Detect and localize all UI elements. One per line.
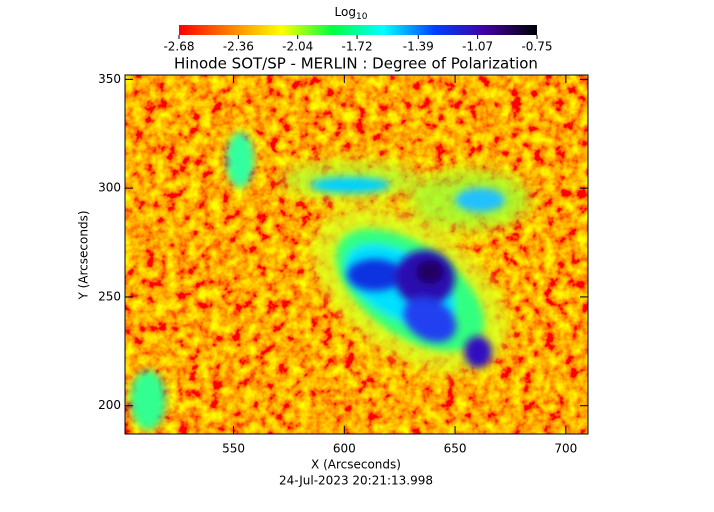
colorbar-label-base: Log (335, 5, 356, 19)
footer-timestamp: 24-Jul-2023 20:21:13.998 (279, 474, 433, 488)
colorbar-label: Log10 (335, 5, 368, 22)
colorbar (179, 25, 537, 35)
colorbar-tick-label: -2.36 (223, 40, 254, 54)
colorbar-tick-label: -1.72 (342, 40, 373, 54)
colorbar-tick-label: -0.75 (521, 40, 552, 54)
x-axis-label: X (Arcseconds) (311, 458, 401, 472)
chart-title: Hinode SOT/SP - MERLIN : Degree of Polar… (174, 55, 538, 73)
x-tick-label: 700 (554, 442, 577, 456)
colorbar-label-subscript: 10 (356, 12, 368, 22)
y-tick-label: 300 (98, 181, 121, 195)
colorbar-tick-label: -2.04 (282, 40, 313, 54)
x-tick-label: 600 (333, 442, 356, 456)
colorbar-tick-label: -2.68 (163, 40, 194, 54)
plot-frame (124, 74, 589, 435)
y-tick-label: 200 (98, 398, 121, 412)
x-tick-label: 650 (444, 442, 467, 456)
y-tick-label: 350 (98, 72, 121, 86)
colorbar-tick-label: -1.07 (462, 40, 493, 54)
colorbar-tick-label: -1.39 (403, 40, 434, 54)
x-tick-label: 550 (222, 442, 245, 456)
y-tick-label: 250 (98, 289, 121, 303)
y-axis-label: Y (Arcseconds) (77, 210, 91, 300)
polarization-image (125, 75, 588, 434)
